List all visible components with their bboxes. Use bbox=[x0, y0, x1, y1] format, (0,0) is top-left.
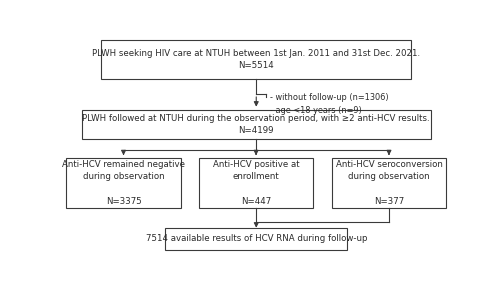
FancyBboxPatch shape bbox=[101, 40, 411, 79]
Text: Anti-HCV positive at
enrollment

N=447: Anti-HCV positive at enrollment N=447 bbox=[212, 160, 300, 206]
Text: Anti-HCV remained negative
during observation

N=3375: Anti-HCV remained negative during observ… bbox=[62, 160, 185, 206]
FancyBboxPatch shape bbox=[199, 158, 313, 208]
FancyBboxPatch shape bbox=[165, 228, 348, 250]
FancyBboxPatch shape bbox=[332, 158, 446, 208]
Text: PLWH seeking HIV care at NTUH between 1st Jan. 2011 and 31st Dec. 2021.
N=5514: PLWH seeking HIV care at NTUH between 1s… bbox=[92, 49, 420, 70]
FancyBboxPatch shape bbox=[82, 110, 430, 139]
Text: - without follow-up (n=1306)
- age <18 years (n=9): - without follow-up (n=1306) - age <18 y… bbox=[270, 93, 388, 115]
Text: PLWH followed at NTUH during the observation period, with ≥2 anti-HCV results.
N: PLWH followed at NTUH during the observa… bbox=[82, 114, 430, 135]
Text: 7514 available results of HCV RNA during follow-up: 7514 available results of HCV RNA during… bbox=[146, 234, 367, 243]
FancyBboxPatch shape bbox=[66, 158, 180, 208]
Text: Anti-HCV seroconversion
during observation

N=377: Anti-HCV seroconversion during observati… bbox=[336, 160, 442, 206]
